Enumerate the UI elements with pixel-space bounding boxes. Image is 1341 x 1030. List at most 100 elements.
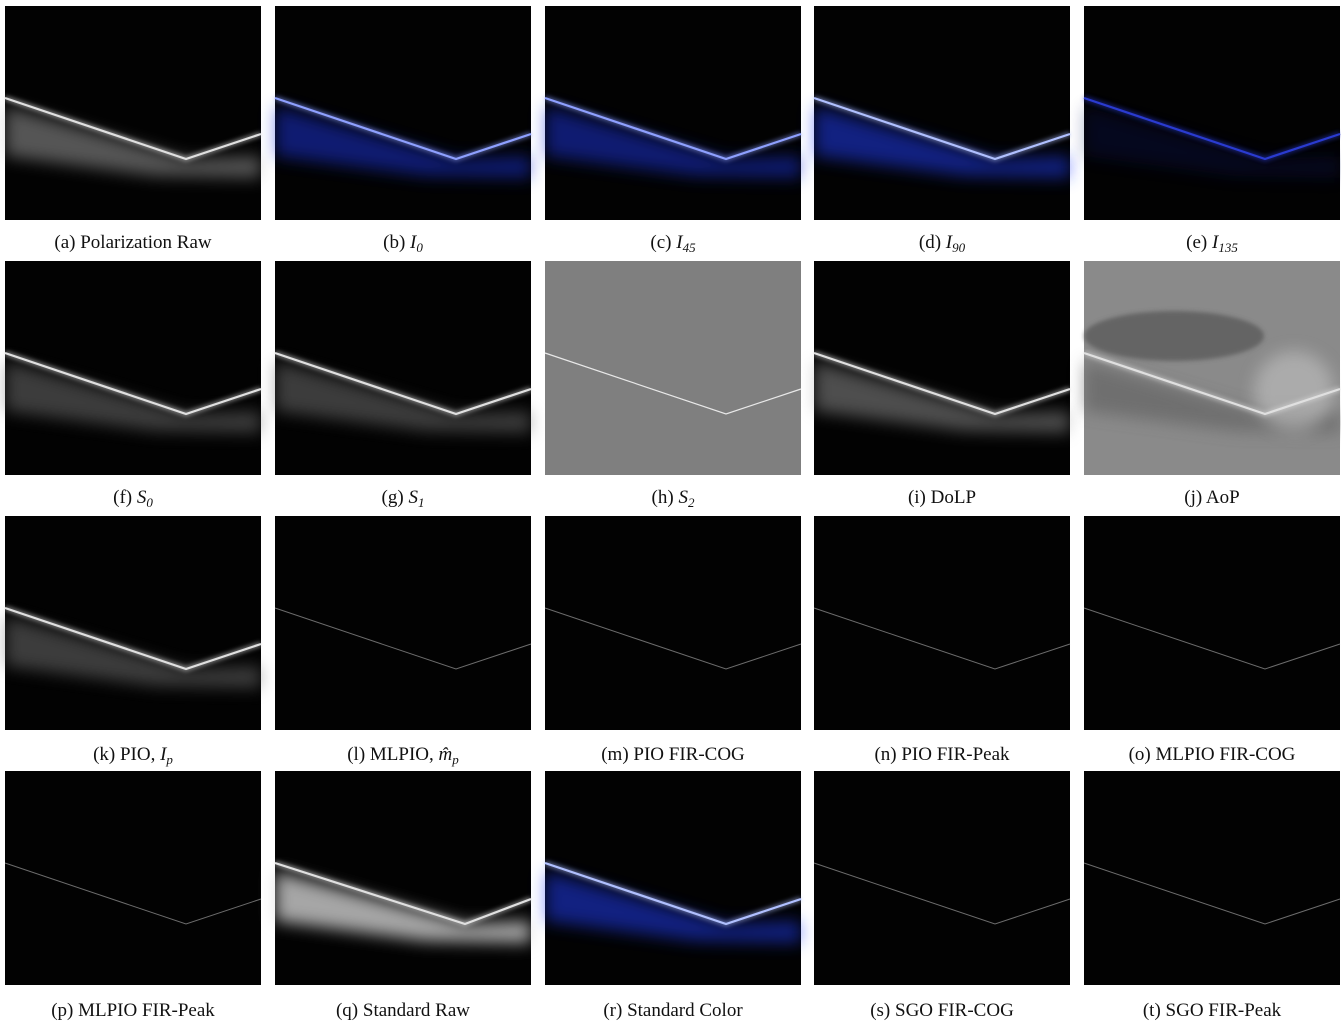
image-panel — [1083, 516, 1341, 730]
image-background — [814, 771, 1070, 985]
laser-line — [813, 351, 1071, 416]
image-background — [1084, 771, 1340, 985]
caption-sub: 90 — [952, 240, 966, 255]
light-glow — [5, 361, 261, 433]
caption-tag: (r) — [603, 1000, 623, 1021]
image-panel — [4, 6, 262, 220]
image-panel — [813, 6, 1071, 220]
caption-text: MLPIO, — [369, 744, 434, 765]
laser-line — [544, 861, 802, 926]
caption-text: SGO FIR-Peak — [1165, 1000, 1282, 1021]
caption-tag: (j) — [1184, 487, 1203, 508]
laser-line — [813, 607, 1071, 670]
laser-line — [274, 96, 532, 161]
image-background — [545, 516, 801, 730]
caption-tag: (o) — [1128, 744, 1151, 765]
caption-math: I — [945, 232, 953, 253]
caption-text: AoP — [1205, 487, 1240, 508]
laser-line — [1083, 862, 1341, 925]
image-panel — [4, 261, 262, 475]
caption-tag: (a) — [54, 232, 76, 253]
caption: (t) SGO FIR-Peak — [1077, 1000, 1341, 1022]
caption-sub: 2 — [687, 495, 695, 510]
caption: (m) PIO FIR-COG — [538, 744, 808, 766]
caption-sub: p — [166, 752, 173, 767]
image-panel — [544, 516, 802, 730]
caption-math: I — [1212, 232, 1219, 253]
caption: (e) I135 — [1077, 232, 1341, 254]
image-panel — [813, 261, 1071, 475]
light-glow — [5, 616, 261, 688]
laser-line — [274, 351, 532, 416]
caption-tag: (t) — [1142, 1000, 1161, 1021]
laser-line — [544, 96, 802, 161]
caption-text: SGO FIR-COG — [895, 1000, 1014, 1021]
laser-line — [1083, 607, 1341, 670]
image-panel — [544, 261, 802, 475]
caption-math: I — [160, 744, 167, 765]
caption: (j) AoP — [1077, 487, 1341, 509]
caption-tag: (g) — [381, 487, 404, 508]
caption-text: MLPIO FIR-Peak — [78, 1000, 215, 1021]
caption: (q) Standard Raw — [268, 1000, 538, 1022]
laser-line — [813, 862, 1071, 925]
caption-text: Polarization Raw — [80, 232, 212, 253]
caption: (c) I45 — [538, 232, 808, 254]
caption-math: I — [676, 232, 683, 253]
caption-tag: (k) — [93, 744, 116, 765]
caption-math: S — [136, 487, 147, 508]
laser-line — [4, 862, 262, 925]
caption-text: DoLP — [930, 487, 977, 508]
light-glow — [1084, 106, 1340, 178]
image-background — [275, 516, 531, 730]
image-panel — [274, 6, 532, 220]
caption-math: S — [408, 487, 418, 508]
caption-math: m̂ — [438, 744, 453, 765]
caption: (p) MLPIO FIR-Peak — [0, 1000, 268, 1022]
caption: (f) S0 — [0, 487, 268, 509]
caption-text: PIO, — [119, 744, 156, 765]
image-panel — [274, 516, 532, 730]
caption-text: PIO FIR-COG — [633, 744, 745, 765]
image-panel — [813, 771, 1071, 985]
laser-line — [4, 96, 262, 161]
caption-sub: p — [452, 752, 459, 767]
caption-tag: (l) — [347, 744, 366, 765]
image-panel — [1083, 261, 1341, 475]
caption: (b) I0 — [268, 232, 538, 254]
light-glow — [275, 106, 531, 178]
caption-tag: (e) — [1186, 232, 1208, 253]
caption: (a) Polarization Raw — [0, 232, 268, 254]
light-glow — [545, 871, 801, 943]
laser-line — [813, 96, 1071, 161]
laser-line — [544, 352, 802, 415]
caption-math: I — [410, 232, 417, 253]
image-background — [814, 516, 1070, 730]
caption-sub: 0 — [146, 495, 153, 510]
caption-tag: (f) — [113, 487, 133, 508]
light-glow — [5, 106, 261, 178]
caption: (i) DoLP — [807, 487, 1077, 509]
caption-tag: (m) — [601, 744, 629, 765]
light-glow — [814, 106, 1070, 178]
caption: (o) MLPIO FIR-COG — [1077, 744, 1341, 766]
image-panel — [544, 6, 802, 220]
caption-tag: (n) — [874, 744, 897, 765]
caption-text: PIO FIR-Peak — [901, 744, 1010, 765]
image-background — [275, 771, 531, 985]
laser-line — [544, 607, 802, 670]
image-background — [5, 771, 261, 985]
noise — [1084, 311, 1264, 361]
laser-line — [1083, 351, 1341, 416]
image-background — [545, 261, 801, 475]
laser-line — [274, 607, 532, 670]
image-panel — [1083, 6, 1341, 220]
noise — [1254, 351, 1334, 431]
image-panel — [4, 516, 262, 730]
caption-tag: (b) — [383, 232, 406, 253]
caption-sub: 135 — [1218, 240, 1238, 255]
light-glow — [814, 361, 1070, 433]
light-glow — [545, 106, 801, 178]
light-glow — [275, 361, 531, 433]
